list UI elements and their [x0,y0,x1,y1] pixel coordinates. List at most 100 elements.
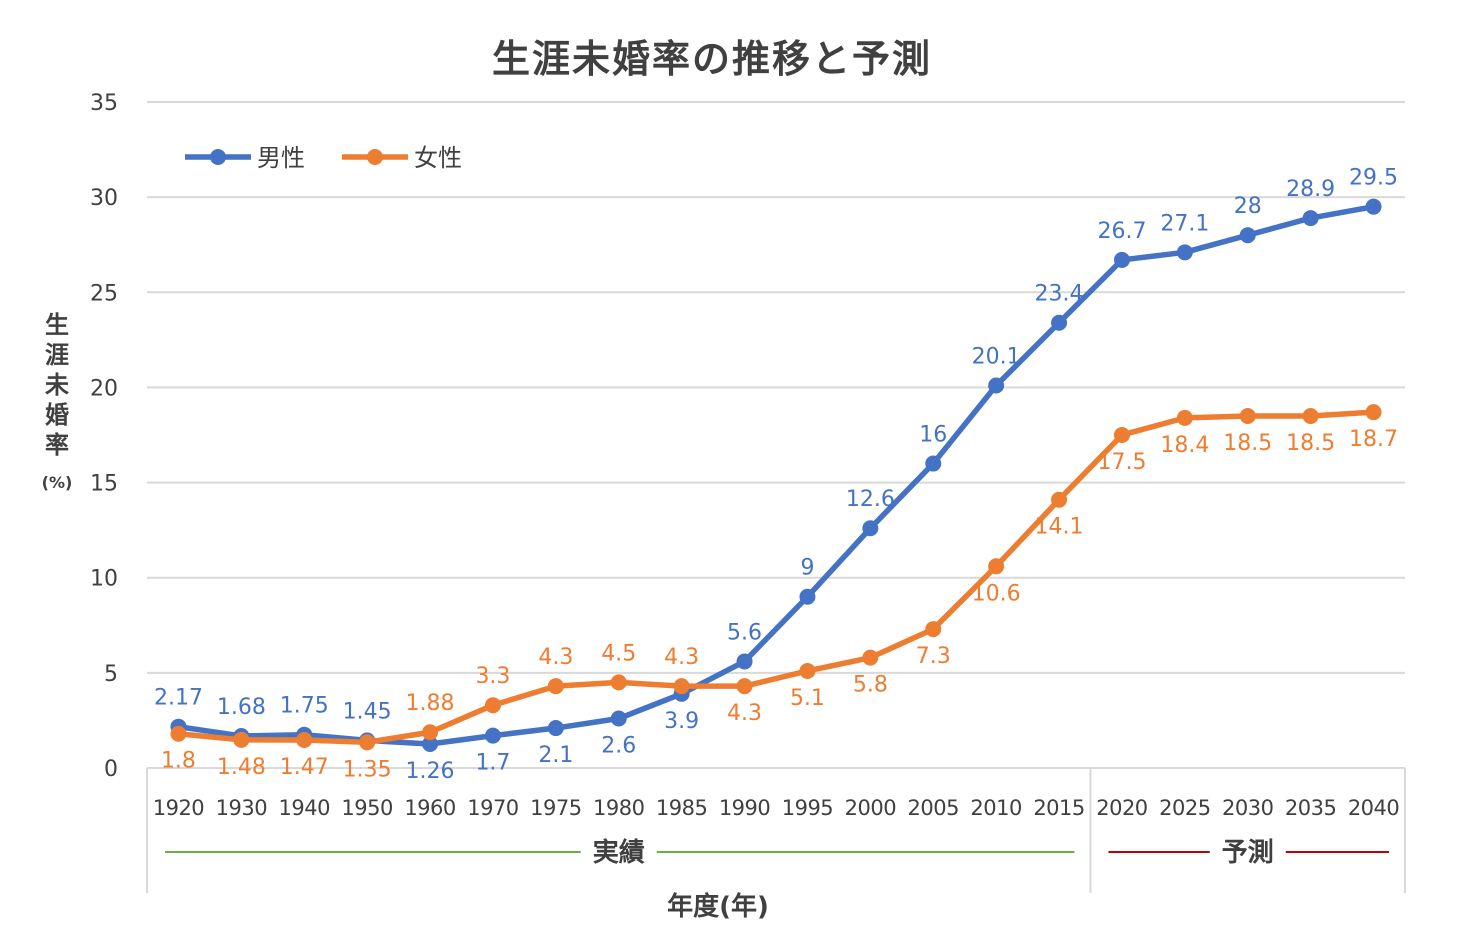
data-point [1051,491,1068,508]
data-point [547,720,564,737]
data-point [925,621,942,638]
data-label: 12.6 [846,487,895,512]
group-label: 予測 [1222,838,1274,868]
x-tick-label: 1985 [656,796,707,820]
data-point [925,455,942,472]
data-point [736,653,753,670]
series [170,198,1382,753]
x-tick-label: 1960 [404,796,455,820]
data-point [1176,244,1193,261]
data-point [1365,198,1382,215]
group-label: 実績 [593,837,645,868]
y-axis-label-char: 未 [45,371,69,399]
data-label: 10.6 [972,581,1021,606]
y-tick-label: 35 [90,91,118,116]
x-tick-label: 1980 [593,796,644,820]
data-label: 27.1 [1160,211,1209,236]
data-label: 1.48 [217,755,266,780]
data-label: 4.3 [727,701,762,726]
data-point [610,710,627,727]
data-point [610,674,627,691]
data-label: 7.3 [916,644,951,669]
y-axis-label-char: 涯 [45,341,69,369]
data-point [862,649,879,666]
y-axis-label-char: 婚 [45,401,69,429]
y-tick-label: 0 [104,757,118,782]
data-label: 5.8 [853,673,888,698]
data-label: 26.7 [1097,219,1146,244]
data-label: 1.88 [406,691,455,716]
y-axis-label-char: 率 [45,431,69,459]
data-label: 5.6 [727,620,762,645]
x-tick-label: 1920 [153,796,204,820]
data-label: 20.1 [972,345,1021,370]
x-tick-label: 2010 [970,796,1021,820]
y-axis-label-char: 生 [45,311,69,339]
x-tick-label: 2040 [1348,796,1399,820]
y-tick-label: 25 [90,281,118,306]
data-point [1113,251,1130,268]
x-tick-label: 1990 [719,796,770,820]
y-tick-label: 5 [104,662,118,687]
data-label: 18.7 [1349,427,1398,452]
data-label: 18.4 [1160,433,1209,458]
data-label: 1.45 [343,699,392,724]
data-point [233,731,250,748]
data-labels: 2.17 1.8 1.68 1.48 1.75 1.47 1.45 1.35 1.26 1.88 1… [154,166,1398,784]
data-point [799,588,816,605]
data-label: 28.9 [1286,177,1335,202]
y-tick-label: 15 [90,472,118,497]
series-line [178,409,1374,746]
legend-marker [210,149,226,165]
series-line [178,203,1375,747]
data-point [1239,227,1256,244]
data-point [862,520,879,537]
data-label: 1.75 [280,694,329,719]
x-tick-label: 2000 [845,796,896,820]
x-tick-label: 1995 [782,796,833,820]
data-label: 17.5 [1097,450,1146,475]
legend-label: 男性 [257,144,305,172]
data-label: 4.5 [601,641,636,666]
data-point [988,377,1005,394]
data-label: 1.8 [161,749,196,774]
x-tick-label: 2025 [1159,796,1210,820]
data-label: 2.1 [538,743,573,768]
data-point [1176,409,1193,426]
data-point [1051,314,1068,331]
y-tick-label: 20 [90,376,118,401]
x-tick-label: 2015 [1033,796,1084,820]
x-tick-label: 1975 [530,796,581,820]
data-label: 18.5 [1286,431,1335,456]
data-label: 1.35 [343,757,392,782]
data-label: 28 [1234,194,1262,219]
data-point [422,724,439,741]
data-point [547,678,564,695]
data-point [799,662,816,679]
data-label: 14.1 [1035,515,1084,540]
data-label: 29.5 [1349,166,1398,191]
data-point [484,697,501,714]
x-tick-label: 1940 [279,796,330,820]
x-tick-label: 2030 [1222,796,1273,820]
data-label: 3.3 [475,664,510,689]
chart-title: 生涯未婚率の推移と予測 [492,37,932,81]
data-point [422,736,439,753]
data-label: 1.26 [406,759,455,784]
data-point [296,732,313,749]
y-axis-unit: (%) [42,473,73,492]
data-label: 23.4 [1035,282,1084,307]
legend: 男性 女性 [185,144,462,172]
data-point [673,678,690,695]
legend-label: 女性 [414,144,462,172]
data-label: 1.68 [217,695,266,720]
x-tick-label: 1930 [216,796,267,820]
data-point [1239,407,1256,424]
x-tick-label: 2005 [908,796,959,820]
data-point [1302,407,1319,424]
grid [147,101,1405,769]
data-point [988,558,1005,575]
data-label: 2.6 [601,734,636,759]
